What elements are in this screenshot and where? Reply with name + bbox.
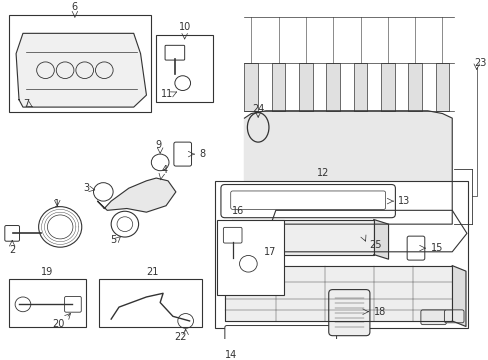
Bar — [271, 63, 285, 111]
Text: 25: 25 — [368, 240, 381, 250]
Bar — [99, 279, 202, 327]
FancyBboxPatch shape — [328, 289, 369, 336]
FancyBboxPatch shape — [420, 310, 446, 325]
Text: 15: 15 — [430, 243, 442, 253]
Bar — [215, 181, 467, 328]
Text: 23: 23 — [473, 58, 485, 68]
Bar — [9, 279, 85, 327]
FancyBboxPatch shape — [165, 45, 184, 60]
Text: 13: 13 — [398, 196, 410, 206]
Text: 8: 8 — [199, 149, 205, 159]
Polygon shape — [265, 210, 466, 252]
Polygon shape — [451, 266, 465, 327]
Bar — [156, 35, 213, 102]
Bar — [435, 63, 448, 111]
Polygon shape — [224, 266, 451, 321]
Text: 18: 18 — [373, 307, 386, 317]
Bar — [325, 63, 339, 111]
FancyBboxPatch shape — [407, 236, 424, 260]
Polygon shape — [373, 220, 388, 259]
Text: 22: 22 — [174, 332, 186, 342]
FancyBboxPatch shape — [174, 142, 191, 166]
Polygon shape — [244, 111, 451, 224]
Text: 21: 21 — [146, 267, 159, 277]
FancyBboxPatch shape — [224, 325, 336, 346]
Text: 3: 3 — [83, 183, 89, 193]
Polygon shape — [97, 178, 176, 212]
Bar — [299, 63, 312, 111]
Text: 11: 11 — [161, 89, 173, 99]
Text: 9: 9 — [155, 140, 161, 150]
Text: 6: 6 — [72, 2, 78, 12]
FancyBboxPatch shape — [223, 228, 242, 243]
Text: 12: 12 — [316, 168, 329, 178]
Bar — [407, 63, 421, 111]
FancyBboxPatch shape — [64, 297, 81, 312]
Bar — [353, 63, 366, 111]
Text: 10: 10 — [178, 22, 190, 32]
Text: 2: 2 — [9, 246, 15, 255]
Text: 5: 5 — [110, 235, 116, 245]
FancyBboxPatch shape — [5, 225, 20, 241]
Bar — [244, 63, 258, 111]
FancyBboxPatch shape — [221, 185, 395, 218]
Text: 16: 16 — [232, 206, 244, 216]
FancyBboxPatch shape — [444, 310, 463, 323]
Text: 24: 24 — [251, 104, 264, 113]
Text: 4: 4 — [161, 165, 167, 175]
Bar — [9, 15, 151, 112]
Text: 20: 20 — [52, 319, 64, 329]
Text: 7: 7 — [23, 99, 29, 109]
Bar — [217, 220, 283, 295]
Bar — [380, 63, 394, 111]
Text: 1: 1 — [54, 199, 60, 209]
Text: 17: 17 — [264, 247, 276, 257]
FancyBboxPatch shape — [230, 191, 385, 210]
Text: 19: 19 — [41, 267, 53, 277]
Polygon shape — [231, 220, 373, 255]
Polygon shape — [16, 33, 146, 107]
Text: 14: 14 — [224, 350, 237, 360]
